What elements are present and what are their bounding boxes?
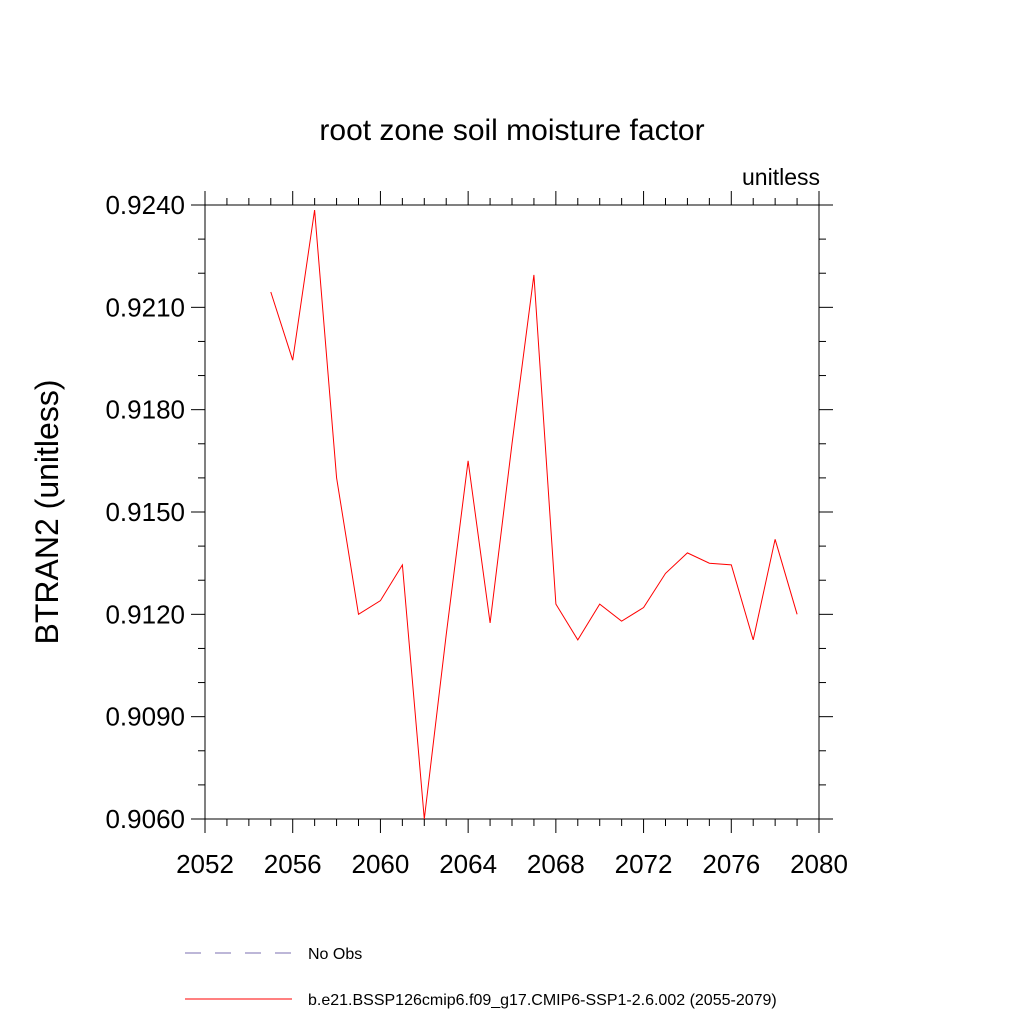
series-group [270, 210, 798, 820]
legend-label: No Obs [308, 946, 362, 963]
y-tick-label: 0.9120 [105, 599, 185, 629]
legend: No Obs b.e21.BSSP126cmip6.f09_g17.CMIP6-S… [185, 946, 777, 1009]
y-axis-label: BTRAN2 (unitless) [29, 380, 65, 645]
plot-frame [204, 204, 820, 820]
x-tick-label: 2064 [439, 849, 497, 879]
series-line [270, 210, 798, 820]
axis-ticks [191, 191, 833, 833]
legend-label: b.e21.BSSP126cmip6.f09_g17.CMIP6-SSP1-2.… [308, 992, 777, 1009]
x-tick-label: 2052 [176, 849, 234, 879]
x-tick-label: 2060 [352, 849, 410, 879]
y-tick-label: 0.9150 [105, 497, 185, 527]
y-tick-label: 0.9210 [105, 292, 185, 322]
x-tick-label: 2056 [264, 849, 322, 879]
y-tick-label: 0.9240 [105, 190, 185, 220]
x-tick-label: 2068 [527, 849, 585, 879]
y-tick-label: 0.9060 [105, 804, 185, 834]
x-tick-label: 2076 [702, 849, 760, 879]
x-tick-label: 2072 [615, 849, 673, 879]
units-label: unitless [742, 164, 820, 190]
y-tick-label: 0.9090 [105, 702, 185, 732]
chart-title: root zone soil moisture factor [319, 114, 704, 147]
y-tick-label: 0.9180 [105, 395, 185, 425]
axis-tick-labels: 2052 2056 2060 2064 2068 2072 2076 2080 0.9060 0.… [105, 190, 847, 879]
x-tick-label: 2080 [790, 849, 848, 879]
